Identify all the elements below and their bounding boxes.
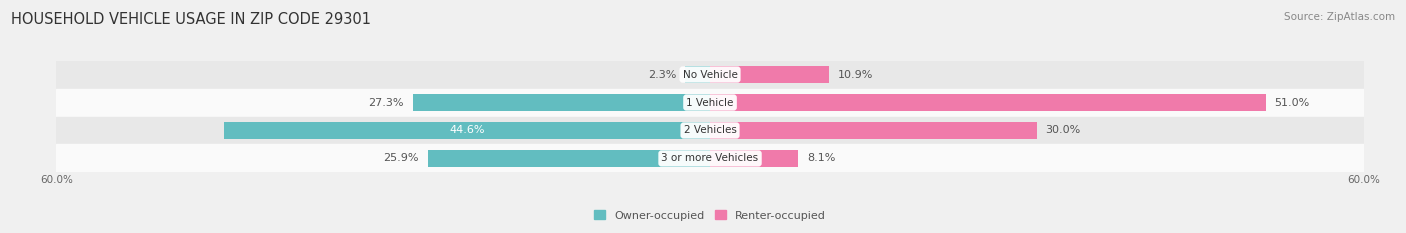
Legend: Owner-occupied, Renter-occupied: Owner-occupied, Renter-occupied	[589, 206, 831, 225]
Text: 1 Vehicle: 1 Vehicle	[686, 98, 734, 107]
Bar	[710, 66, 828, 83]
Bar	[56, 89, 1364, 116]
Text: 8.1%: 8.1%	[807, 154, 835, 163]
Bar	[710, 150, 799, 167]
Bar	[685, 66, 710, 83]
Text: 10.9%: 10.9%	[838, 70, 873, 79]
Bar	[224, 122, 710, 139]
Bar	[56, 144, 1364, 172]
Bar	[56, 61, 1364, 89]
Bar	[56, 116, 1364, 144]
Bar	[710, 122, 1038, 139]
Text: 25.9%: 25.9%	[384, 154, 419, 163]
Text: Source: ZipAtlas.com: Source: ZipAtlas.com	[1284, 12, 1395, 22]
Text: 44.6%: 44.6%	[450, 126, 485, 135]
Text: 2.3%: 2.3%	[648, 70, 676, 79]
Text: 30.0%: 30.0%	[1046, 126, 1081, 135]
Text: No Vehicle: No Vehicle	[682, 70, 738, 79]
Text: 51.0%: 51.0%	[1274, 98, 1310, 107]
Bar	[427, 150, 710, 167]
Bar	[710, 94, 1265, 111]
Text: 2 Vehicles: 2 Vehicles	[683, 126, 737, 135]
Text: 27.3%: 27.3%	[368, 98, 404, 107]
Text: HOUSEHOLD VEHICLE USAGE IN ZIP CODE 29301: HOUSEHOLD VEHICLE USAGE IN ZIP CODE 2930…	[11, 12, 371, 27]
Bar	[412, 94, 710, 111]
Text: 3 or more Vehicles: 3 or more Vehicles	[661, 154, 759, 163]
